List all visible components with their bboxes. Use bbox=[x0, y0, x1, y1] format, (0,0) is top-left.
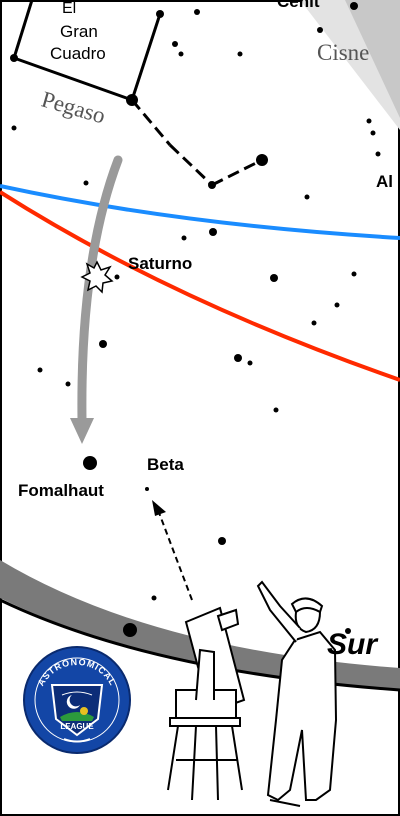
star bbox=[366, 118, 372, 124]
label-cuadro: Cuadro bbox=[50, 44, 106, 63]
star bbox=[218, 537, 226, 545]
label-gran: Gran bbox=[60, 22, 98, 41]
star bbox=[178, 51, 184, 57]
label-cenit: Cenit bbox=[277, 0, 320, 11]
star bbox=[156, 10, 164, 18]
ecliptic-line bbox=[0, 190, 400, 382]
star bbox=[317, 27, 323, 33]
star bbox=[151, 595, 157, 601]
star bbox=[237, 51, 243, 57]
star bbox=[11, 125, 17, 131]
star bbox=[345, 628, 351, 634]
sight-line bbox=[157, 509, 193, 601]
label-al: Al bbox=[376, 172, 393, 191]
star bbox=[10, 54, 18, 62]
star bbox=[126, 94, 138, 106]
star bbox=[351, 271, 357, 277]
astronomical-league-logo: ASTRONOMICAL LEAGUE bbox=[23, 646, 131, 754]
star bbox=[256, 154, 268, 166]
label-beta: Beta bbox=[147, 455, 184, 474]
stars bbox=[10, 2, 381, 637]
star bbox=[83, 180, 89, 186]
star bbox=[172, 41, 178, 47]
saturn-marker bbox=[80, 260, 114, 294]
star-beta bbox=[145, 487, 149, 491]
star bbox=[370, 130, 376, 136]
telescope bbox=[167, 606, 246, 801]
star bbox=[273, 407, 279, 413]
star bbox=[181, 235, 187, 241]
star bbox=[334, 302, 340, 308]
star-fomalhaut bbox=[83, 456, 97, 470]
celestial-equator-line bbox=[0, 184, 400, 240]
star bbox=[37, 367, 43, 373]
star bbox=[194, 9, 200, 15]
star bbox=[65, 381, 71, 387]
star bbox=[123, 623, 137, 637]
star bbox=[311, 320, 317, 326]
label-sur: Sur bbox=[327, 628, 378, 661]
star bbox=[350, 2, 358, 10]
label-cisne: Cisne bbox=[317, 40, 370, 65]
observer-figure bbox=[256, 580, 338, 807]
pointer-arrow-head bbox=[70, 418, 94, 444]
great-square-lines bbox=[12, 0, 263, 187]
star bbox=[208, 181, 216, 189]
label-fomalhaut: Fomalhaut bbox=[18, 481, 104, 500]
star bbox=[304, 194, 310, 200]
star bbox=[247, 360, 253, 366]
sight-line-head bbox=[152, 500, 166, 516]
milky-way-core bbox=[345, 0, 400, 118]
star bbox=[114, 274, 120, 280]
label-el: El bbox=[62, 0, 77, 17]
star bbox=[375, 151, 381, 157]
star bbox=[209, 228, 217, 236]
label-saturno: Saturno bbox=[128, 254, 193, 273]
star bbox=[99, 340, 107, 348]
star bbox=[234, 354, 242, 362]
star bbox=[270, 274, 278, 282]
logo-bottom-text: LEAGUE bbox=[60, 722, 94, 731]
